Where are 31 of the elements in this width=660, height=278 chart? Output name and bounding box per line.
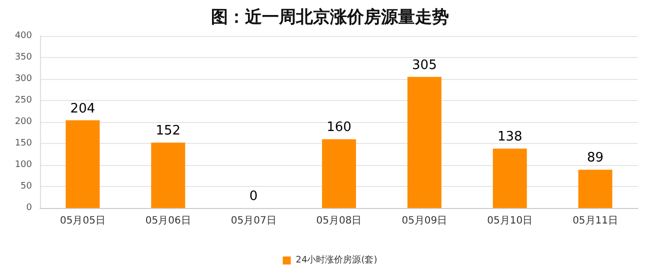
bar <box>66 120 100 208</box>
x-tick-label: 05月07日 <box>230 216 276 226</box>
y-tick-label: 200 <box>14 117 32 127</box>
y-tick-label: 0 <box>26 203 32 213</box>
y-tick-label: 150 <box>14 138 32 148</box>
x-tick-label: 05月08日 <box>316 216 362 226</box>
bar <box>492 148 527 208</box>
data-label: 138 <box>497 130 522 145</box>
x-tick-label: 05月06日 <box>145 216 191 226</box>
chart-title: 图：近一周北京涨价房源量走势 <box>211 8 449 28</box>
x-tick-label: 05月05日 <box>60 216 106 226</box>
x-tick-label: 05月11日 <box>572 216 618 226</box>
data-label: 152 <box>156 124 181 139</box>
bar <box>578 170 612 208</box>
data-label: 0 <box>249 189 258 204</box>
y-tick-label: 400 <box>14 31 32 41</box>
y-tick-label: 250 <box>14 96 32 106</box>
data-label: 204 <box>70 101 96 116</box>
y-tick-label: 300 <box>14 74 32 84</box>
y-tick-label: 350 <box>14 52 32 62</box>
legend-label: 24小时涨价房源(套) <box>296 254 378 266</box>
data-label: 160 <box>326 120 352 136</box>
x-tick-label: 05月10日 <box>487 216 533 226</box>
x-tick-label: 05月09日 <box>402 216 448 226</box>
bar <box>151 142 186 208</box>
data-label: 89 <box>587 150 604 166</box>
y-tick-label: 100 <box>14 160 32 170</box>
y-tick-label: 50 <box>20 182 32 192</box>
bar <box>407 76 442 208</box>
data-label: 305 <box>412 58 437 73</box>
bar <box>322 139 356 208</box>
